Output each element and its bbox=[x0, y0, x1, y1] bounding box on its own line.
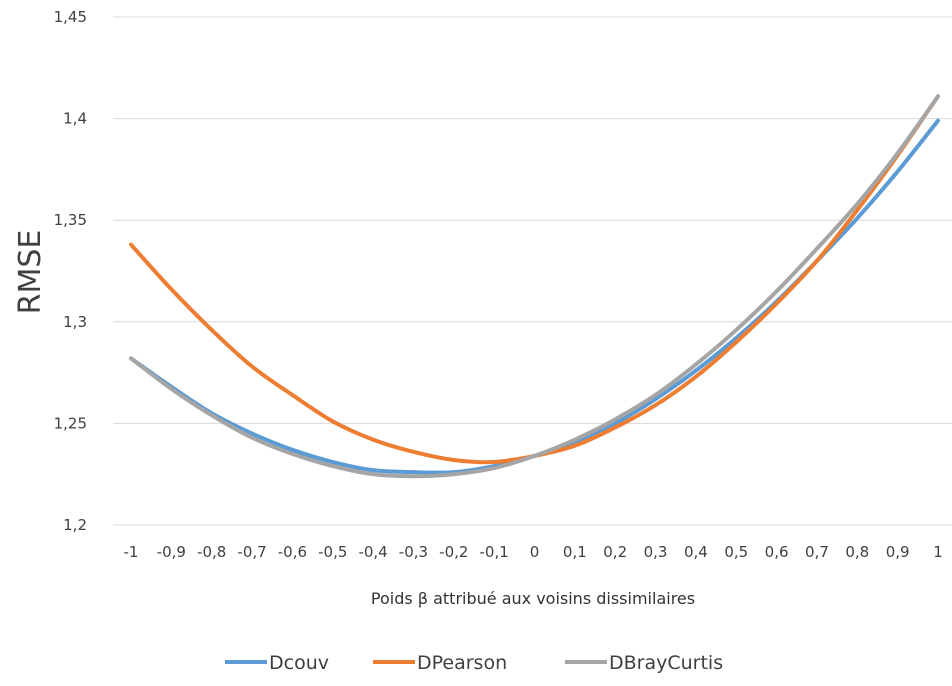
series-line-dcouv bbox=[129, 118, 940, 475]
x-tick-label: -0,3 bbox=[399, 543, 428, 561]
series-line-dbraycurtis bbox=[129, 94, 940, 479]
x-tick-label: -1 bbox=[124, 543, 139, 561]
x-tick-label: 0,6 bbox=[765, 543, 789, 561]
x-axis-tick-labels: -1 -0,9 -0,8 -0,7 -0,6 -0,5 -0,4 -0,3 -0,2 -0,1 0 0… bbox=[124, 543, 943, 561]
x-tick-label: -0,7 bbox=[237, 543, 266, 561]
x-tick-label: 0,5 bbox=[724, 543, 748, 561]
x-tick-label: 0,2 bbox=[603, 543, 627, 561]
x-tick-label: -0,4 bbox=[358, 543, 387, 561]
x-tick-label: -0,6 bbox=[278, 543, 307, 561]
x-tick-label: 0,3 bbox=[644, 543, 668, 561]
y-tick-label: 1,4 bbox=[63, 110, 87, 128]
y-tick-label: 1,45 bbox=[54, 8, 87, 26]
x-tick-label: 0,1 bbox=[563, 543, 587, 561]
x-tick-label: -0,9 bbox=[157, 543, 186, 561]
x-tick-label: 0 bbox=[530, 543, 540, 561]
x-axis-title: Poids β attribué aux voisins dissimilair… bbox=[371, 589, 695, 608]
y-tick-label: 1,3 bbox=[63, 313, 87, 331]
x-tick-label: 0,8 bbox=[845, 543, 869, 561]
series-lines bbox=[129, 94, 940, 479]
y-tick-label: 1,25 bbox=[54, 414, 87, 432]
y-axis-tick-labels: 1,2 1,25 1,3 1,35 1,4 1,45 bbox=[54, 8, 87, 534]
x-tick-label: -0,8 bbox=[197, 543, 226, 561]
x-tick-label: -0,2 bbox=[439, 543, 468, 561]
x-tick-label: -0,1 bbox=[480, 543, 509, 561]
x-tick-label: 1 bbox=[933, 543, 943, 561]
y-tick-label: 1,35 bbox=[54, 211, 87, 229]
y-tick-label: 1,2 bbox=[63, 516, 87, 534]
x-tick-label: -0,5 bbox=[318, 543, 347, 561]
y-axis-title: RMSE bbox=[13, 230, 48, 315]
legend-label-dpearson: DPearson bbox=[417, 652, 507, 674]
x-tick-label: 0,4 bbox=[684, 543, 708, 561]
legend-label-dcouv: Dcouv bbox=[269, 652, 329, 674]
series-line-dpearson bbox=[129, 94, 940, 465]
x-tick-label: 0,7 bbox=[805, 543, 829, 561]
gridlines bbox=[113, 16, 952, 526]
legend: Dcouv DPearson DBrayCurtis bbox=[225, 652, 723, 674]
legend-label-dbraycurtis: DBrayCurtis bbox=[609, 652, 723, 674]
x-tick-label: 0,9 bbox=[886, 543, 910, 561]
